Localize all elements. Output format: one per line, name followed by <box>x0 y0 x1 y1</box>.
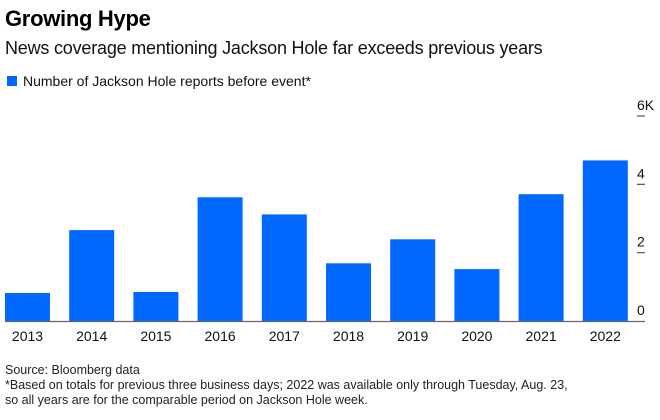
bar-2020 <box>454 269 500 321</box>
x-tick-label-2015: 2015 <box>140 328 171 344</box>
x-tick-label-2022: 2022 <box>590 328 621 344</box>
x-tick-label-2013: 2013 <box>12 328 43 344</box>
chart-title: Growing Hype <box>5 6 151 31</box>
footnote-line-1: *Based on totals for previous three busi… <box>5 378 568 392</box>
x-tick-label-2020: 2020 <box>461 328 492 344</box>
chart-subtitle: News coverage mentioning Jackson Hole fa… <box>5 38 543 58</box>
y-tick-label-6K: 6K <box>637 97 655 113</box>
footnote-line-2: so all years are for the comparable peri… <box>5 393 368 407</box>
y-axis: 0 2 4 6K <box>637 97 655 318</box>
bar-2019 <box>390 239 436 321</box>
legend: Number of Jackson Hole reports before ev… <box>7 73 311 89</box>
x-tick-label-2016: 2016 <box>205 328 236 344</box>
bar-2018 <box>326 263 371 321</box>
bar-2015 <box>133 292 179 321</box>
bar-2022 <box>582 160 628 321</box>
bar-2021 <box>518 194 564 321</box>
bar-2017 <box>261 214 307 321</box>
x-tick-label-2017: 2017 <box>269 328 300 344</box>
bar-2016 <box>197 197 243 321</box>
source-note: Source: Bloomberg data <box>5 363 140 377</box>
x-tick-label-2021: 2021 <box>526 328 557 344</box>
legend-label: Number of Jackson Hole reports before ev… <box>23 73 311 89</box>
legend-swatch <box>7 76 17 86</box>
bar-2013 <box>5 293 50 321</box>
bars-group <box>5 160 628 321</box>
x-tick-label-2014: 2014 <box>76 328 107 344</box>
y-tick-label-2: 2 <box>637 234 645 250</box>
x-axis-labels: 2013 2014 2015 2016 2017 2018 2019 2020 2021 2022 <box>12 328 621 344</box>
y-tick-label-0: 0 <box>637 302 645 318</box>
x-tick-label-2019: 2019 <box>397 328 428 344</box>
footer: Source: Bloomberg data *Based on totals … <box>5 363 568 408</box>
bar-2014 <box>69 230 115 321</box>
x-tick-label-2018: 2018 <box>333 328 364 344</box>
y-tick-label-4: 4 <box>637 165 645 181</box>
